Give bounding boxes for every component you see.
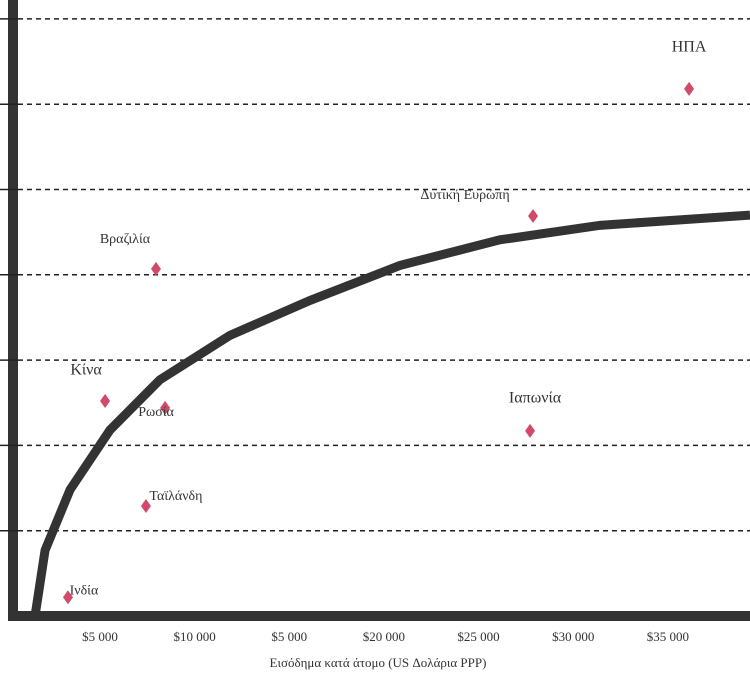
point — [150, 261, 161, 276]
x-tick-label: $5 000 — [82, 629, 118, 644]
point — [528, 208, 539, 223]
point — [525, 423, 536, 438]
x-tick-label: $20 000 — [363, 629, 405, 644]
point — [100, 394, 111, 409]
point-label: ΗΠΑ — [672, 39, 707, 56]
curve — [30, 210, 750, 617]
point-label: Κίνα — [70, 362, 102, 379]
x-tick-label: $10 000 — [173, 629, 215, 644]
x-tick-label: $5 000 — [271, 629, 307, 644]
x-tick-label: $30 000 — [552, 629, 594, 644]
point-label: Ρωσία — [138, 405, 174, 420]
point — [160, 400, 171, 415]
point-label: Ινδία — [70, 583, 99, 598]
x-axis-label: Εισόδημα κατά άτομο (US Δολάρια PPP) — [270, 655, 487, 670]
point — [684, 81, 695, 96]
x-tick-label: $25 000 — [457, 629, 499, 644]
point-label: Ταϊλάνδη — [149, 489, 202, 504]
point-label: Ιαπωνία — [509, 390, 562, 407]
x-tick-label: $35 000 — [647, 629, 689, 644]
point — [62, 590, 73, 605]
point-label: Βραζιλία — [100, 232, 151, 247]
point — [140, 498, 151, 513]
point-label: Δυτική Ευρώπη — [420, 188, 509, 203]
